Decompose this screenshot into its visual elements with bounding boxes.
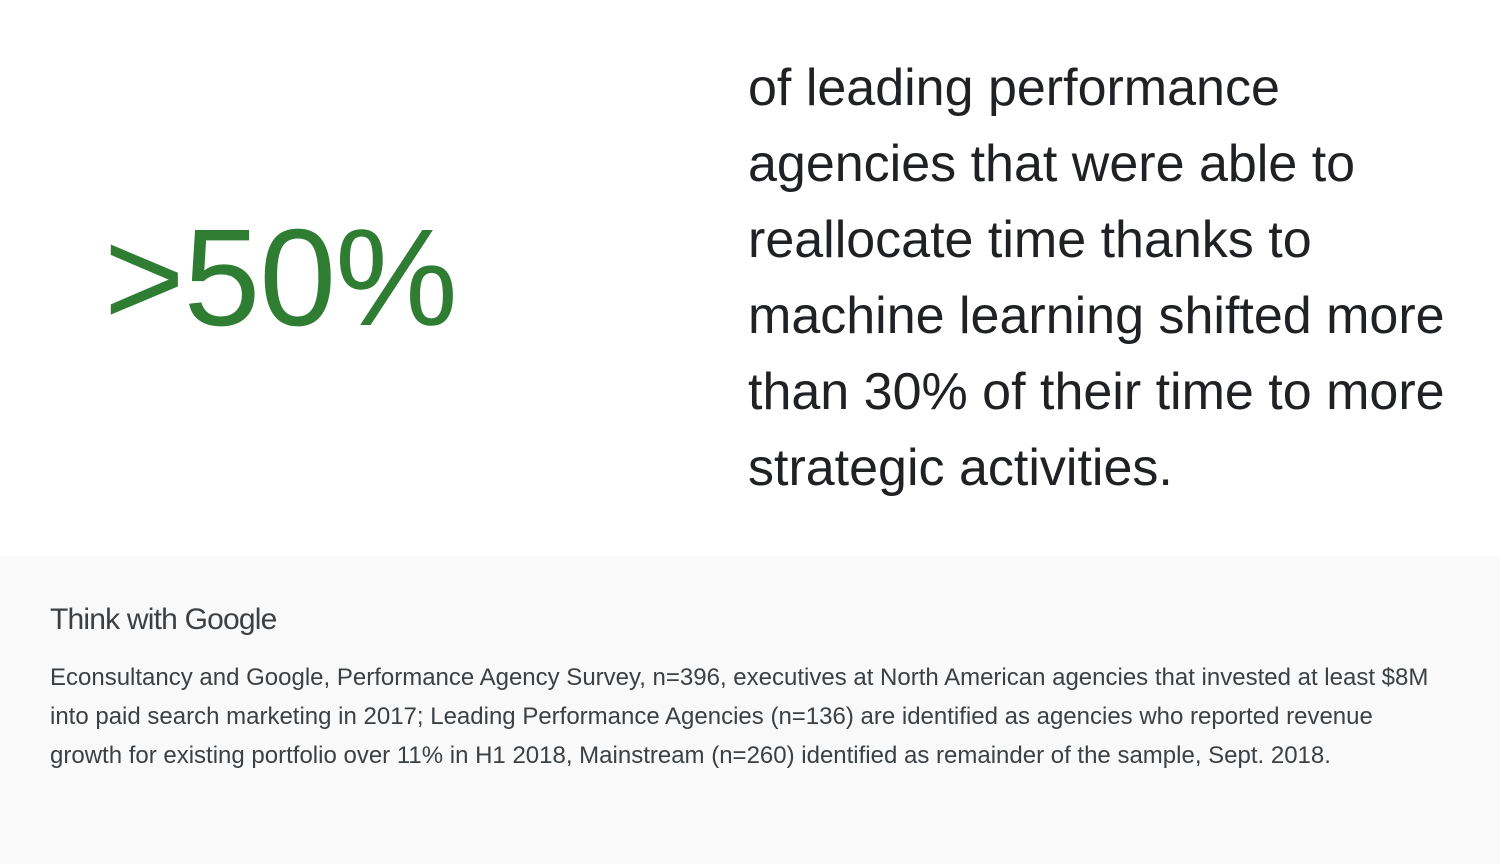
stat-statement: of leading performance agencies that wer… bbox=[748, 59, 1445, 497]
stat-panel: >50% of leading performance agencies tha… bbox=[104, 59, 1445, 497]
stat-value: >50% bbox=[104, 201, 458, 355]
source-citation: Econsultancy and Google, Performance Age… bbox=[50, 664, 1429, 769]
think-with-google-logo: Think with Google bbox=[50, 603, 277, 636]
footer: Think with Google Econsultancy and Googl… bbox=[0, 556, 1500, 864]
